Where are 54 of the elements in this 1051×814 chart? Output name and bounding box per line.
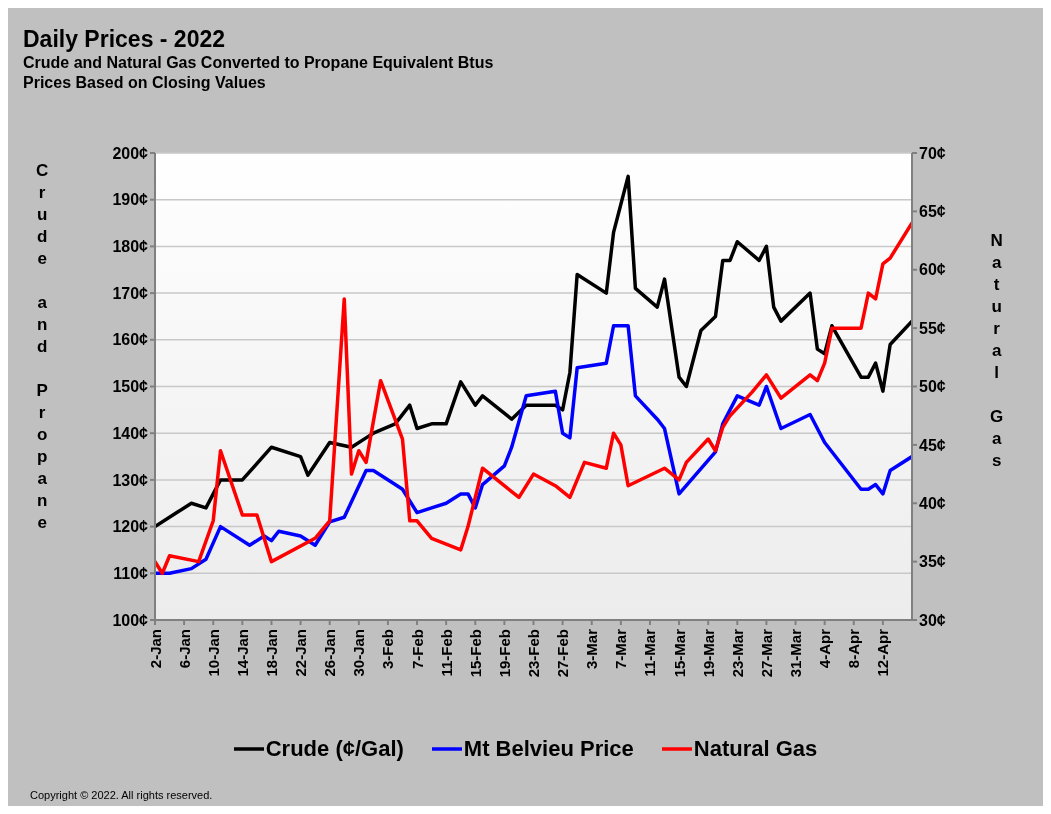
x-tick-label: 7-Mar xyxy=(612,628,630,670)
y-tick-label: 140¢ xyxy=(112,424,149,442)
chart-subtitle: Crude and Natural Gas Converted to Propane Equivalent Btus Prices Based on Closing Values xyxy=(23,53,494,93)
x-tick-label: 19-Mar xyxy=(699,628,717,678)
x-tick-label: 23-Mar xyxy=(728,628,746,678)
y-tick-label: 100¢ xyxy=(112,611,149,629)
x-tick-label: 19-Feb xyxy=(495,629,513,678)
y2-tick-label: 35¢ xyxy=(919,553,946,571)
x-tick-label: 3-Mar xyxy=(583,628,601,670)
text: Copyright © 2022. All rights reserved. xyxy=(30,789,213,801)
chart-title: Daily Prices - 2022 xyxy=(23,26,227,53)
y2-tick-label: 45¢ xyxy=(919,436,946,454)
y2-tick-label: 50¢ xyxy=(919,378,946,396)
text: Crude and Propane xyxy=(36,161,49,532)
legend-label: Crude (¢/Gal) xyxy=(265,736,404,762)
legend-label: Natural Gas xyxy=(693,736,818,762)
x-tick-label: 23-Feb xyxy=(525,629,542,678)
x-tick-label: 31-Mar xyxy=(787,628,805,678)
x-tick-label: 27-Feb xyxy=(554,629,572,678)
x-tick-label: 15-Feb xyxy=(466,629,484,678)
x-tick-label: 15-Mar xyxy=(670,628,688,678)
x-tick-label: 14-Jan xyxy=(233,629,251,677)
x-tick-label: 12-Apr xyxy=(874,628,892,677)
x-tick-label: 7-Feb xyxy=(408,629,426,670)
text: Natural Gas xyxy=(990,231,1004,470)
y-tick-label: 130¢ xyxy=(112,471,149,489)
y2-tick-label: 65¢ xyxy=(919,203,946,221)
y2-tick-label: 30¢ xyxy=(919,611,946,629)
y-tick-label: 160¢ xyxy=(112,331,149,349)
x-tick-label: 18-Jan xyxy=(262,629,280,677)
x-tick-label: 8-Apr xyxy=(845,628,863,669)
y-tick-label: 120¢ xyxy=(112,518,149,536)
y-tick-label: 150¢ xyxy=(112,378,149,396)
x-tick-label: 2-Jan xyxy=(146,629,164,669)
x-tick-label: 3-Feb xyxy=(379,629,397,670)
y-tick-label: 180¢ xyxy=(112,238,149,256)
x-tick-label: 26-Jan xyxy=(321,629,339,677)
y2-tick-label: 70¢ xyxy=(919,144,946,162)
x-tick-label: 6-Jan xyxy=(175,629,193,669)
y2-tick-label: 40¢ xyxy=(919,494,946,512)
y-tick-label: 200¢ xyxy=(112,144,149,162)
y2-tick-label: 60¢ xyxy=(919,261,946,279)
x-tick-label: 11-Mar xyxy=(641,628,659,677)
x-tick-label: 30-Jan xyxy=(350,629,368,677)
legend-label: Mt Belvieu Price xyxy=(463,736,634,762)
x-tick-label: 11-Feb xyxy=(437,629,455,677)
y2-tick-label: 55¢ xyxy=(919,319,946,337)
x-tick-label: 10-Jan xyxy=(204,629,222,677)
y-tick-label: 190¢ xyxy=(112,191,149,209)
x-tick-label: 4-Apr xyxy=(816,628,834,669)
x-tick-label: 22-Jan xyxy=(292,629,310,677)
y-tick-label: 170¢ xyxy=(112,284,149,302)
y-tick-label: 110¢ xyxy=(113,564,149,582)
x-tick-label: 27-Mar xyxy=(757,628,775,678)
